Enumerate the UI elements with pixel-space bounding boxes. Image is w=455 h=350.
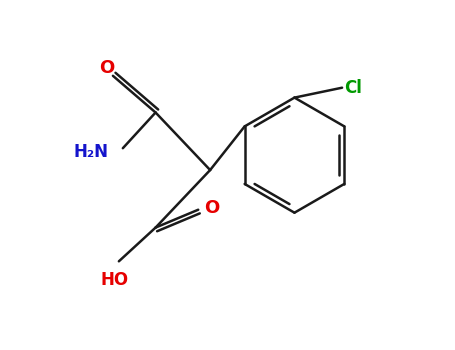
Text: O: O: [99, 59, 115, 77]
Text: Cl: Cl: [344, 79, 362, 97]
Text: O: O: [204, 199, 219, 217]
Text: HO: HO: [101, 271, 129, 289]
Text: H₂N: H₂N: [74, 143, 109, 161]
